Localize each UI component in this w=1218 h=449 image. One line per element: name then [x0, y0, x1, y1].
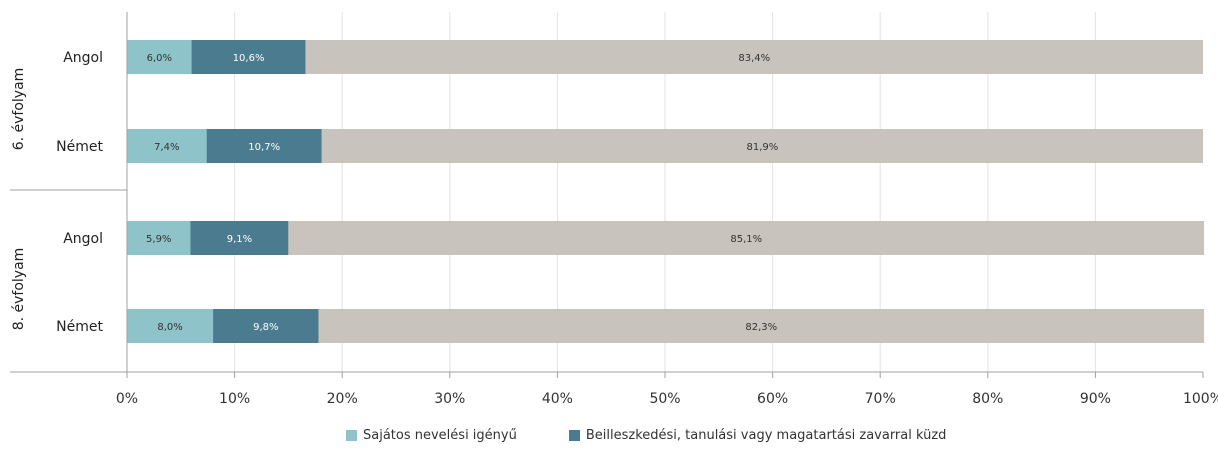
legend-label-sni: Sajátos nevelési igényű — [363, 428, 517, 443]
data-label: 81,9% — [746, 142, 778, 153]
bar-segment — [191, 40, 306, 74]
bar-segment — [127, 309, 214, 343]
data-label: 8,0% — [157, 322, 182, 333]
x-tick-label: 100% — [1183, 391, 1218, 407]
x-tick-label: 60% — [757, 391, 788, 407]
legend-swatch-sni — [346, 430, 357, 441]
x-tick-label: 50% — [649, 391, 680, 407]
data-label: 10,7% — [248, 142, 280, 153]
bar-segment — [305, 40, 1204, 74]
bar-segment — [318, 309, 1205, 343]
data-label: 82,3% — [745, 322, 777, 333]
category-label: Angol — [63, 231, 103, 247]
group-label: 8. évfolyam — [11, 248, 27, 331]
x-tick-label: 40% — [542, 391, 573, 407]
bar-segment — [213, 309, 319, 343]
legend-item-sni: Sajátos nevelési igényű — [346, 428, 517, 443]
legend: Sajátos nevelési igényű Beilleszkedési, … — [346, 428, 946, 443]
x-tick-label: 70% — [865, 391, 896, 407]
legend-label-btm: Beilleszkedési, tanulási vagy magatartás… — [585, 428, 947, 443]
data-label: 10,6% — [233, 53, 265, 64]
x-tick-label: 90% — [1080, 391, 1111, 407]
bar-segment — [206, 129, 322, 163]
bar-segment — [321, 129, 1204, 163]
x-tick-label: 0% — [116, 391, 138, 407]
data-label: 7,4% — [154, 142, 179, 153]
x-tick-label: 20% — [327, 391, 358, 407]
category-label: Német — [56, 319, 103, 335]
category-label: Angol — [63, 50, 103, 66]
legend-swatch-btm — [568, 430, 580, 441]
data-label: 85,1% — [730, 234, 762, 245]
data-label: 83,4% — [738, 53, 770, 64]
bars — [127, 40, 1205, 343]
bar-segment — [127, 40, 192, 74]
x-tick-label: 30% — [434, 391, 465, 407]
data-label: 6,0% — [147, 53, 172, 64]
data-label: 5,9% — [146, 234, 171, 245]
bar-segment — [127, 221, 191, 255]
data-label: 9,1% — [227, 234, 252, 245]
data-label: 9,8% — [253, 322, 278, 333]
bar-segment — [127, 129, 207, 163]
x-tick-label: 80% — [972, 391, 1003, 407]
category-label: Német — [56, 139, 103, 155]
group-label: 6. évfolyam — [11, 68, 27, 151]
axis-frame — [10, 12, 1204, 378]
legend-item-btm: Beilleszkedési, tanulási vagy magatartás… — [568, 428, 947, 443]
labels: 0% 10% 20% 30% 40% 50% 60% 70% 80% 90% 100% 6,0% 10,… — [11, 50, 1218, 407]
x-tick-label: 10% — [219, 391, 250, 407]
bar-segment — [190, 221, 289, 255]
bar-segment — [288, 221, 1205, 255]
